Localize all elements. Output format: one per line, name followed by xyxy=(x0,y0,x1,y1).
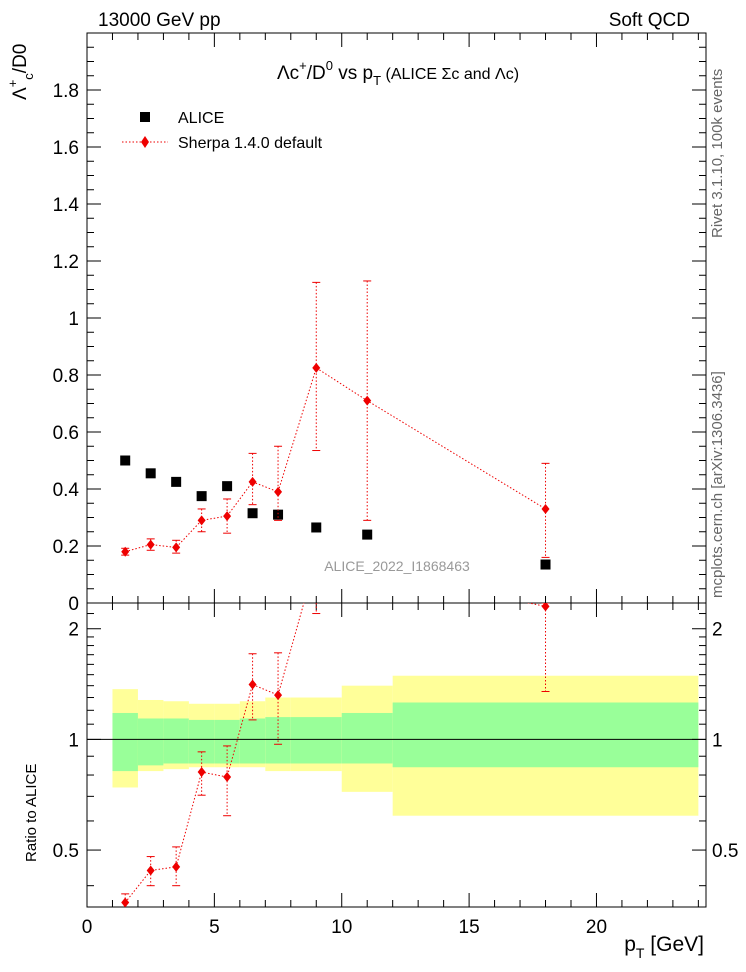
mc-point xyxy=(541,503,550,514)
ratio-mc-line xyxy=(123,603,546,907)
ratio-mc-point xyxy=(541,603,550,612)
x-tick-label: 20 xyxy=(586,917,607,938)
uncertainty-band-inner xyxy=(137,718,164,766)
x-tick-label: 10 xyxy=(331,917,352,938)
ylabel-sub: c xyxy=(21,73,36,80)
ratio-mc-point xyxy=(223,772,232,783)
title-sub: T xyxy=(373,73,381,88)
y-tick-label: 0.8 xyxy=(53,366,79,387)
ratio-tick-label: 0.5 xyxy=(53,841,79,862)
mc-point xyxy=(248,476,257,487)
legend-label-data: ALICE xyxy=(178,110,224,127)
data-point-alice xyxy=(540,559,551,570)
ratio-mc-point xyxy=(197,767,206,778)
rivet-label: Rivet 3.1.10, 100k events xyxy=(709,69,726,238)
mc-point xyxy=(274,486,283,497)
analysis-id: ALICE_2022_I1868463 xyxy=(324,558,470,574)
data-point-alice xyxy=(171,476,182,487)
ratio-tick-label: 1 xyxy=(68,730,79,751)
ratio-tick-label: 2 xyxy=(68,620,79,641)
y-tick-label: 0.6 xyxy=(53,423,79,444)
mc-point xyxy=(172,542,181,553)
ratio-mc-point xyxy=(312,554,320,564)
ratio-y-label: Ratio to ALICE xyxy=(23,764,40,862)
title-part: vs p xyxy=(333,63,373,84)
y-tick-label: 0.4 xyxy=(53,480,80,501)
ylabel-sup: + xyxy=(5,80,20,88)
uncertainty-band-inner xyxy=(239,718,266,764)
xlabel-sub: T xyxy=(636,945,645,961)
ylabel-part: Λ xyxy=(10,87,31,100)
uncertainty-band-inner xyxy=(163,718,189,764)
data-point-alice xyxy=(273,509,284,520)
ratio-panel: 0 5 10 15 20 0.5 0.5 1 1 2 2 Ratio to ALICE pT [GeV] xyxy=(23,554,738,961)
ratio-mc-point xyxy=(172,861,181,872)
uncertainty-band-inner xyxy=(341,712,393,764)
ratio-mc-point xyxy=(121,897,130,907)
ratio-tick-label-right: 2 xyxy=(712,620,723,641)
mc-point xyxy=(146,539,155,550)
xlabel-part: [GeV] xyxy=(644,933,704,956)
y-tick-label: 1.4 xyxy=(53,195,80,216)
data-point-alice xyxy=(145,468,156,479)
ratio-mc-point xyxy=(146,865,155,876)
mc-point xyxy=(312,362,321,373)
title-part: Λc xyxy=(277,63,299,84)
x-tick-label: 5 xyxy=(209,917,220,938)
title-sup: 0 xyxy=(326,58,333,73)
ratio-tick-label-right: 0.5 xyxy=(712,841,738,862)
main-panel: 00.20.40.60.811.21.41.61.8Λc+/D0 vs pT (… xyxy=(5,32,707,615)
x-tick-label: 15 xyxy=(459,917,480,938)
ratio-tick-label-right: 1 xyxy=(712,730,723,751)
y-tick-label: 1.6 xyxy=(53,138,79,159)
data-point-alice xyxy=(247,508,258,519)
y-tick-label: 0 xyxy=(68,594,79,615)
data-point-alice xyxy=(120,455,131,466)
uncertainty-band-inner xyxy=(214,719,240,764)
ratio-mc-point xyxy=(248,679,257,690)
mcplots-label: mcplots.cern.ch [arXiv:1306.3436] xyxy=(709,371,726,598)
data-point-alice xyxy=(311,522,322,533)
mc-point xyxy=(223,511,232,522)
legend-marker-data xyxy=(140,112,150,122)
xlabel-part: p xyxy=(624,933,636,956)
y-tick-label: 1 xyxy=(68,309,79,330)
ratio-frame-border xyxy=(86,602,707,908)
title-part: (ALICE Σc and Λc) xyxy=(381,66,519,83)
ratio-mc-point xyxy=(274,690,283,701)
uncertainty-band-inner xyxy=(112,712,138,772)
mc-point xyxy=(363,395,372,406)
uncertainty-band-inner xyxy=(188,719,215,764)
ratio-mc-series xyxy=(121,554,550,907)
legend-label-mc: Sherpa 1.4.0 default xyxy=(178,135,323,152)
title-part: /D xyxy=(307,63,326,84)
y-axis-label: Λ+c/D0 xyxy=(5,44,36,100)
uncertainty-band-inner xyxy=(265,717,291,764)
ylabel-part: /D0 xyxy=(10,44,31,74)
mc-series xyxy=(121,280,550,558)
uncertainty-band-inner xyxy=(290,717,342,764)
uncertainty-band-inner xyxy=(392,702,699,768)
data-point-alice xyxy=(362,529,373,540)
mc-point xyxy=(197,515,206,526)
data-point-alice xyxy=(222,481,233,492)
x-tick-label: 0 xyxy=(82,917,93,938)
header-left: 13000 GeV pp xyxy=(98,10,221,31)
x-axis-label: pT [GeV] xyxy=(624,933,704,961)
data-point-alice xyxy=(196,491,207,502)
mc-point xyxy=(121,546,130,557)
mc-line xyxy=(125,367,546,553)
y-tick-label: 1.8 xyxy=(53,81,79,102)
header-right: Soft QCD xyxy=(609,10,690,31)
chart-title: Λc+/D0 vs pT (ALICE Σc and Λc) xyxy=(277,58,519,88)
y-tick-label: 1.2 xyxy=(53,252,79,273)
title-sup: + xyxy=(299,58,307,73)
y-tick-label: 0.2 xyxy=(53,537,79,558)
legend-marker-mc xyxy=(141,136,149,148)
